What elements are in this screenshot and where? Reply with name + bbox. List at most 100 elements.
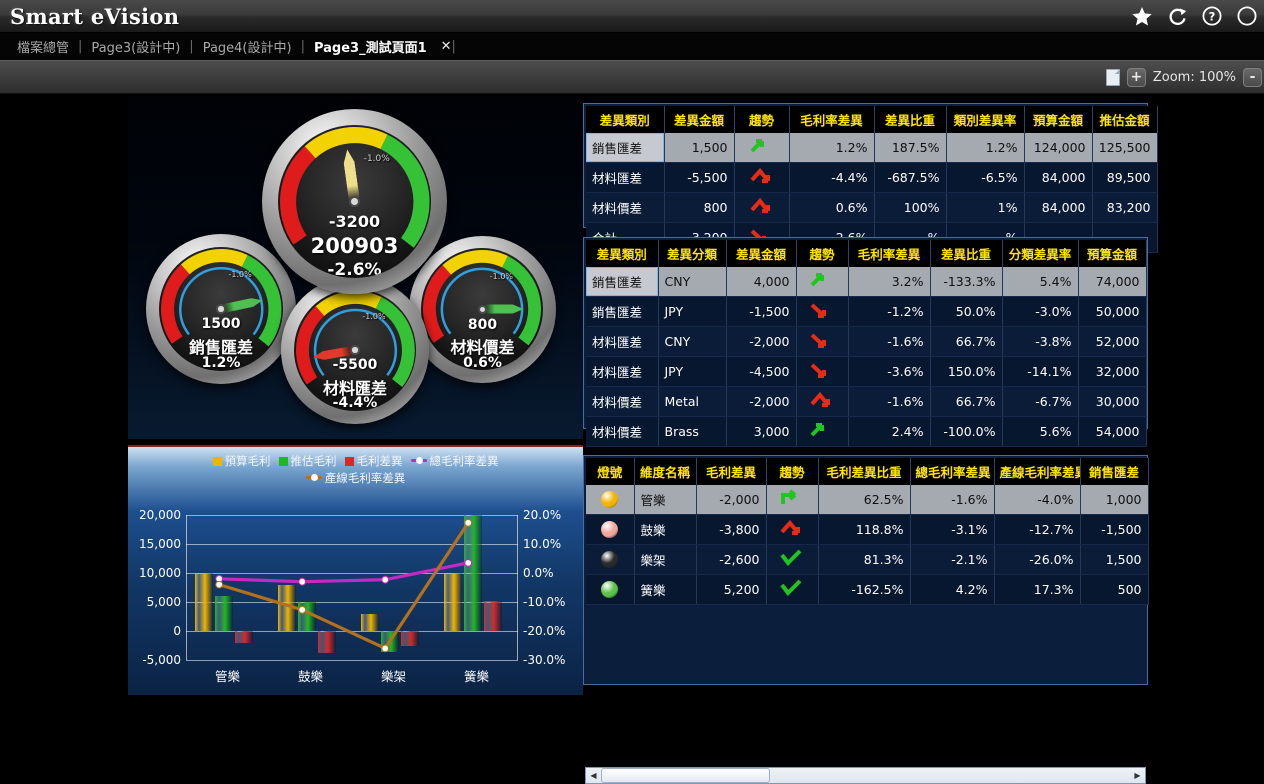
trend-cell: [766, 485, 819, 515]
cell-5: -100.0%: [930, 416, 1003, 447]
table-row[interactable]: 材料匯差 CNY -2,000 -1.6% 66.7% -3.8% 52,000: [586, 326, 1147, 357]
gauge-tick-label-main: -1.0%: [363, 153, 390, 164]
gauge-tick-label-sales-fx: -1.0%: [228, 270, 252, 280]
favorite-star-icon[interactable]: [1131, 5, 1153, 27]
gauge-face-mat-fx: -1.0% -5500 材料匯差 -4.4%: [293, 288, 417, 412]
refresh-icon[interactable]: [1166, 5, 1188, 27]
cell-4: 2.4%: [848, 416, 931, 447]
column-header-5: 差異比重: [930, 240, 1003, 267]
y2-axis-tick: 20.0%: [523, 508, 562, 522]
table-row[interactable]: 銷售匯差 CNY 4,000 3.2% -133.3% 5.4% 74,000: [586, 267, 1147, 297]
legend-line-marker: [305, 474, 322, 481]
cell-1: Metal: [658, 386, 727, 417]
document-icon[interactable]: [1105, 68, 1120, 86]
chart-bar: [234, 631, 253, 643]
table-row[interactable]: 樂架 -2,600 81.3% -2.1% -26.0% 1,500: [586, 544, 1149, 575]
chart-bar: [380, 631, 399, 652]
gauge-hub-mat-fx: [350, 345, 360, 355]
cell-7: 74,000: [1078, 267, 1147, 297]
table-row[interactable]: 材料價差 Brass 3,000 2.4% -100.0% 5.6% 54,000: [586, 416, 1147, 447]
gauge-mat-price[interactable]: -1.0% 800 材料價差 0.6%: [409, 236, 556, 383]
column-header-7: 推估金額: [1092, 106, 1158, 133]
cell-7: 125,500: [1092, 133, 1158, 163]
page-tab-bar[interactable]: 檔案總管 | Page3(設計中) | Page4(設計中) | Page3_測…: [0, 33, 1264, 60]
table-row[interactable]: 銷售匯差 1,500 1.2% 187.5% 1.2% 124,000 125,500: [586, 133, 1158, 163]
cell-5: 66.7%: [930, 386, 1003, 417]
legend-swatch: [278, 457, 288, 466]
tab-close-icon[interactable]: ✕: [440, 39, 452, 54]
legend-label: 毛利差異: [356, 454, 403, 468]
y2-axis-tick: 10.0%: [523, 537, 562, 551]
cell-6: 5.4%: [1002, 267, 1079, 297]
cell-1: 簧樂: [634, 574, 697, 605]
table-row[interactable]: 鼓樂 -3,800 118.8% -3.1% -12.7% -1,500: [586, 514, 1149, 545]
table3-horizontal-scrollbar[interactable]: ◀ ▶: [585, 767, 1146, 784]
cell-4: 3.2%: [848, 267, 931, 297]
table-row[interactable]: 材料匯差 -5,500 -4.4% -687.5% -6.5% 84,000 89,500: [586, 162, 1158, 193]
scroll-thumb[interactable]: [601, 768, 771, 783]
table-row[interactable]: 材料匯差 JPY -4,500 -3.6% 150.0% -14.1% 32,000: [586, 356, 1147, 387]
tab-page3-design[interactable]: Page3(設計中): [91, 41, 181, 56]
trend-peak-red-icon: [750, 167, 770, 183]
gauge-face-sales-fx: -1.0% 1500 銷售匯差 1.2%: [158, 246, 284, 372]
tab-file-explorer[interactable]: 檔案總管: [17, 41, 70, 56]
legend-label: 總毛利率差異: [429, 454, 499, 468]
tab-page3-test1[interactable]: Page3_測試頁面1: [313, 41, 427, 56]
variance-detail-table[interactable]: 差異類別 差異分類 差異金額 趨勢 毛利率差異 差異比重 分類差異率 預算金額 銷售匯差 CNY 4…: [583, 237, 1148, 447]
trend-down-red-icon: [810, 363, 826, 378]
column-header-0: 差異類別: [586, 106, 665, 133]
gauge-mat-fx[interactable]: -1.0% -5500 材料匯差 -4.4%: [281, 276, 429, 424]
scroll-left-arrow-icon[interactable]: ◀: [590, 771, 597, 780]
gauge-scale-arcs: [295, 290, 415, 387]
table-row[interactable]: 材料價差 800 0.6% 100% 1% 84,000 83,200: [586, 192, 1158, 223]
cell-4: 100%: [874, 192, 947, 223]
trend-up-green-icon: [810, 423, 824, 437]
table-row[interactable]: 銷售匯差 JPY -1,500 -1.2% 50.0% -3.0% 50,000: [586, 296, 1147, 327]
cell-5: -1.6%: [910, 485, 995, 515]
cell-1: -5,500: [664, 162, 735, 193]
trend-cell: [734, 133, 790, 163]
zoom-out-button[interactable]: -: [1243, 67, 1262, 87]
tab-page4-design[interactable]: Page4(設計中): [202, 41, 292, 56]
cell-6: 5.6%: [1002, 416, 1079, 447]
help-icon[interactable]: ?: [1201, 5, 1223, 27]
cell-5: 4.2%: [910, 574, 995, 605]
trend-cell: [734, 162, 790, 193]
cell-4: -687.5%: [874, 162, 947, 193]
cell-5: -2.1%: [910, 544, 995, 575]
zoom-in-button[interactable]: +: [1126, 67, 1146, 87]
info-icon[interactable]: [1236, 5, 1258, 27]
column-header-0: 燈號: [586, 458, 635, 485]
column-header-4: 毛利差異比重: [818, 458, 911, 485]
cell-7: 30,000: [1078, 386, 1147, 417]
y-axis-tick: -5,000: [142, 653, 181, 667]
product-line-table[interactable]: 燈號 維度名稱 毛利差異 趨勢 毛利差異比重 總毛利率差異 產線毛利率差異 銷售匯差 管樂 -2,…: [583, 455, 1149, 685]
x-axis-label: 簧樂: [463, 669, 490, 684]
table-1: 差異類別 差異金額 趨勢 毛利率差異 差異比重 類別差異率 預算金額 推估金額 銷售匯差 1,50…: [586, 106, 1158, 253]
lamp-cell: [586, 485, 635, 515]
table-row[interactable]: 簧樂 5,200 -162.5% 4.2% 17.3% 500: [586, 574, 1149, 605]
scroll-right-arrow-icon[interactable]: ▶: [1134, 771, 1141, 780]
gauge-sales-fx[interactable]: -1.0% 1500 銷售匯差 1.2%: [146, 234, 296, 384]
gauge-main[interactable]: -1.0% -3200 200903 -2.6%: [262, 109, 447, 294]
tab-separator: |: [189, 39, 194, 54]
cell-1: 管樂: [634, 485, 697, 515]
trend-peak-red-icon: [780, 519, 800, 535]
cell-7: 50,000: [1078, 296, 1147, 327]
table-row[interactable]: 材料價差 Metal -2,000 -1.6% 66.7% -6.7% 30,000: [586, 386, 1147, 417]
trend-cell: [796, 356, 849, 387]
table-row[interactable]: 管樂 -2,000 62.5% -1.6% -4.0% 1,000: [586, 485, 1149, 515]
y-axis-tick: 20,000: [139, 508, 181, 522]
gauge-scale-arcs: [279, 126, 430, 248]
y-axis-tick: 10,000: [139, 566, 181, 580]
cell-5: 150.0%: [930, 356, 1003, 387]
dashboard-canvas: -1.0% 1500 銷售匯差 1.2% -1.0% 800 材料價差 0.6% -1.0% -5…: [0, 94, 1264, 784]
trend-down-red-icon: [810, 333, 826, 348]
legend-item-3: 總毛利率差異: [410, 453, 499, 470]
scroll-track[interactable]: [601, 768, 1130, 783]
gauge-inner-ring: [178, 266, 264, 335]
column-header-2: 差異金額: [726, 240, 797, 267]
chart-bar: [483, 600, 502, 631]
variance-category-table[interactable]: 差異類別 差異金額 趨勢 毛利率差異 差異比重 類別差異率 預算金額 推估金額 銷售匯差 1,50…: [583, 103, 1158, 253]
gauge-tick-label-mat-price: -1.0%: [489, 271, 514, 281]
